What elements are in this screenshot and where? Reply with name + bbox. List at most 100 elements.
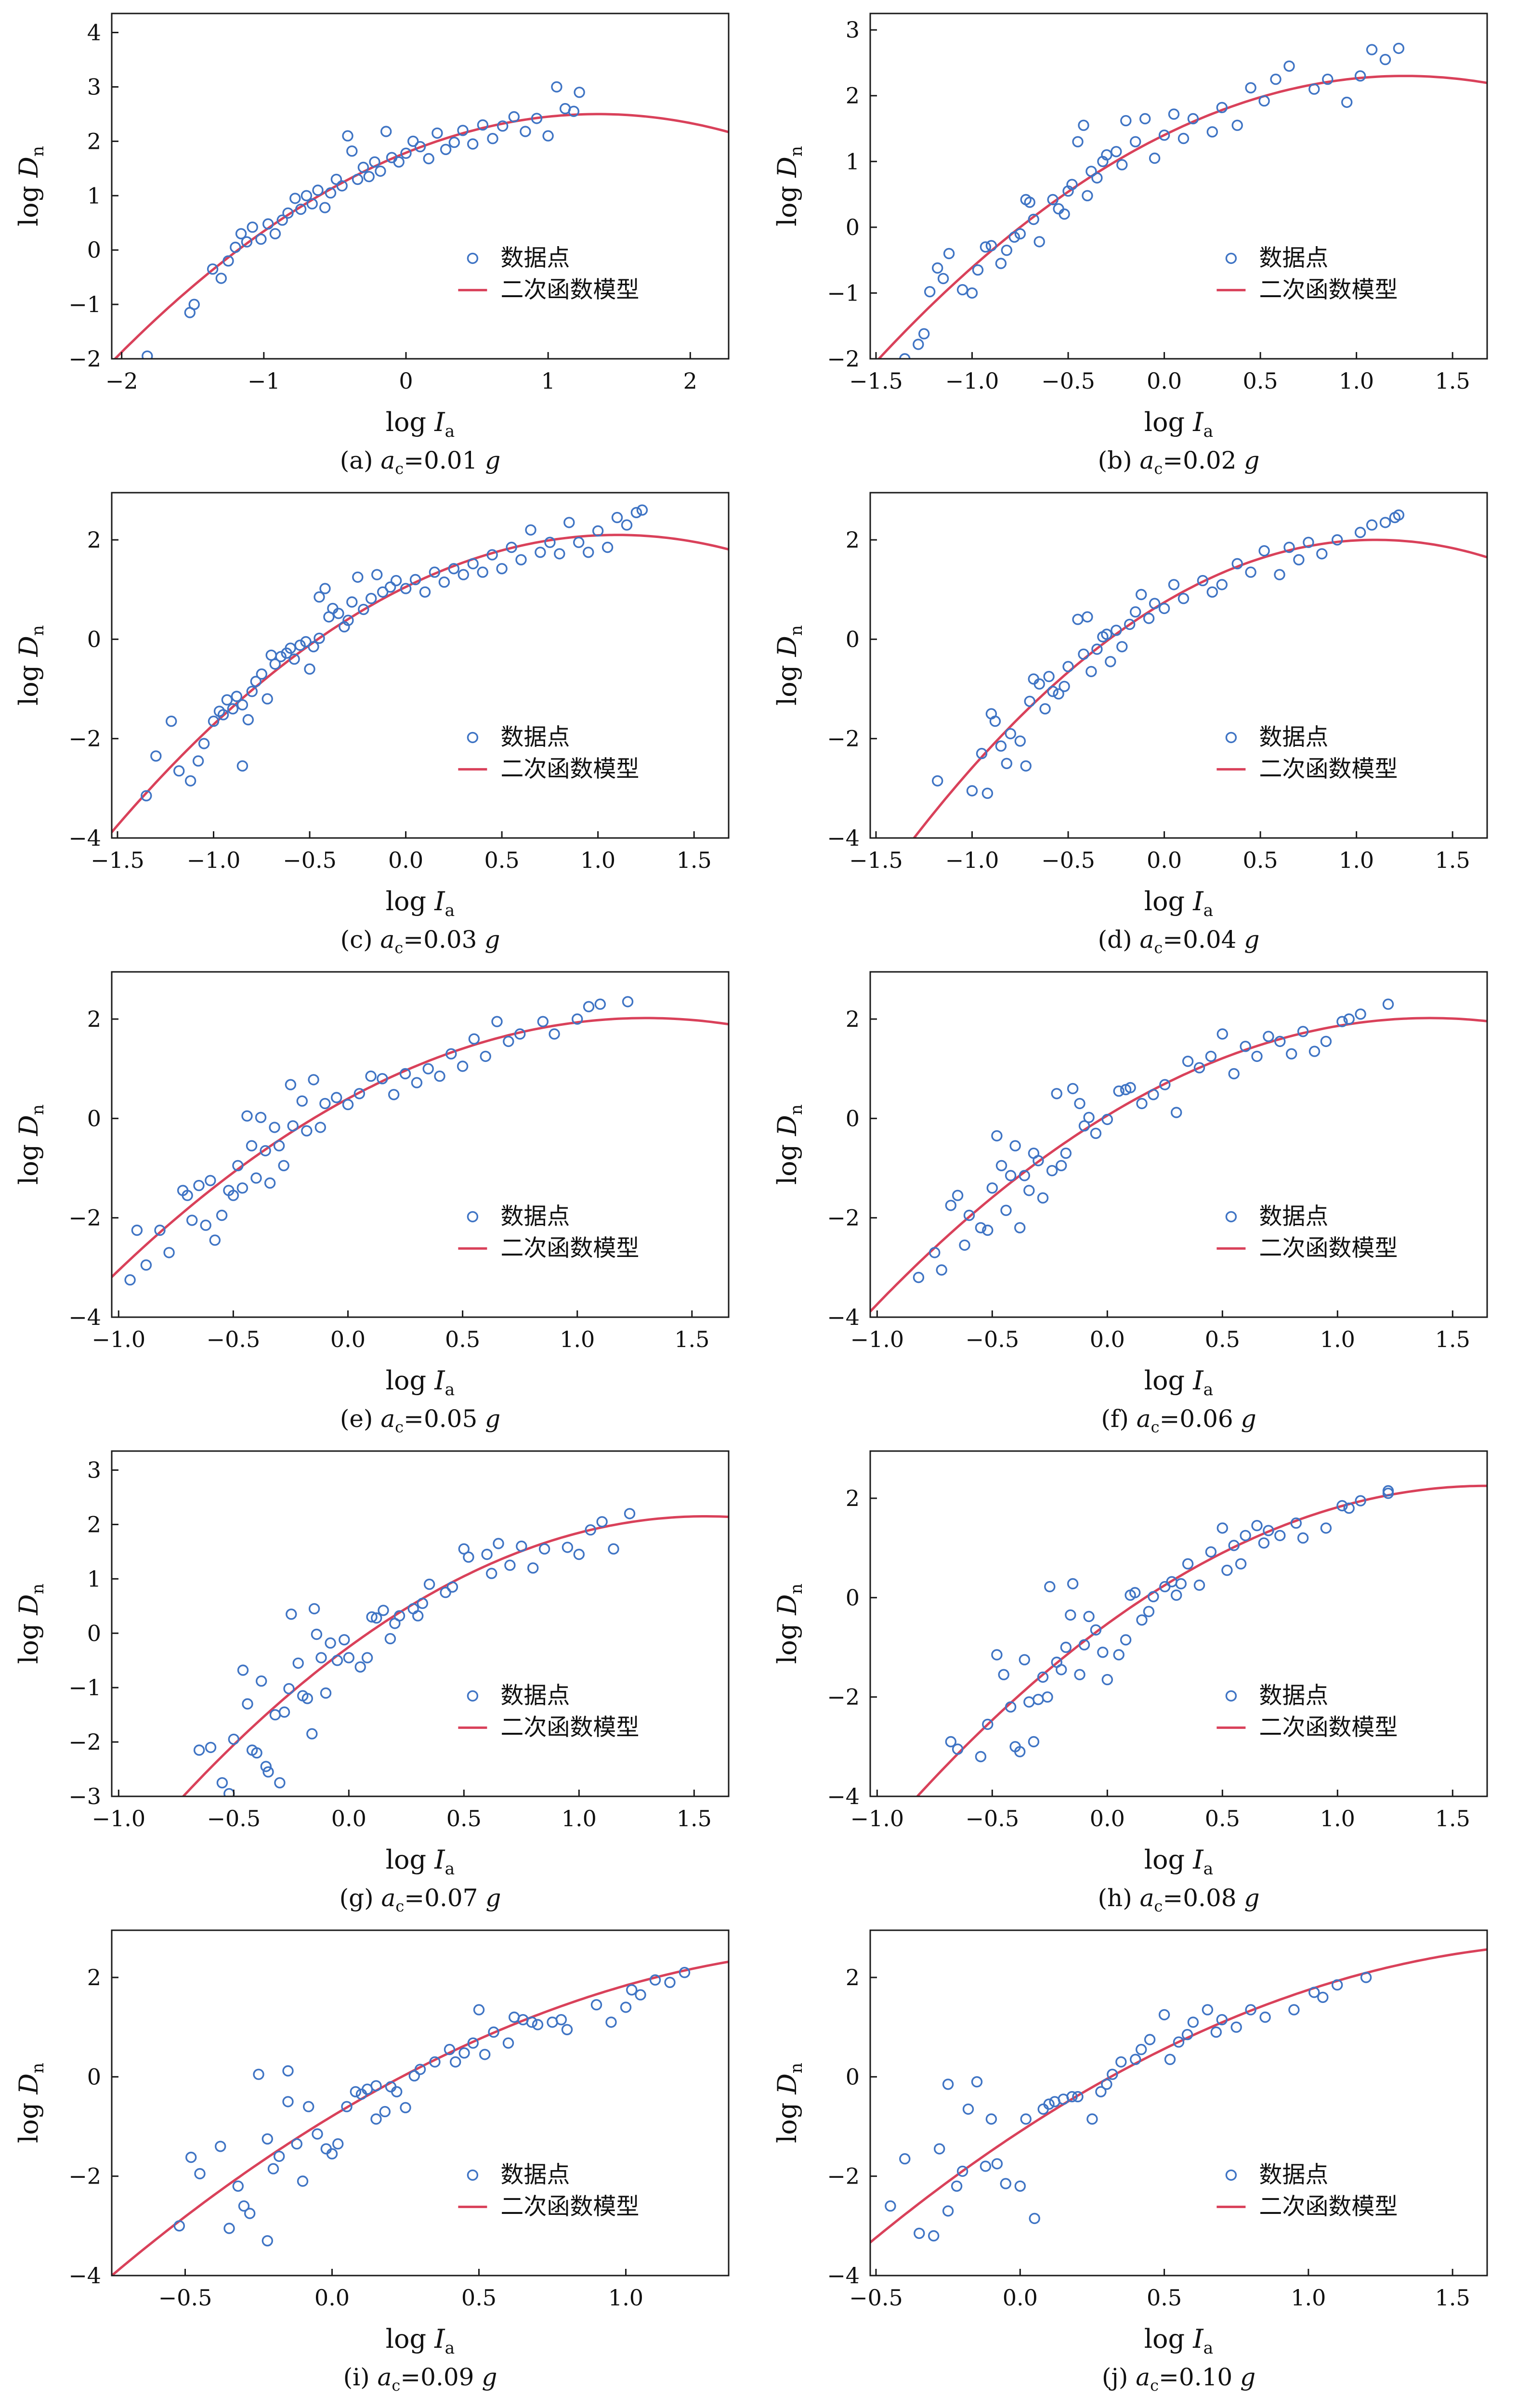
data-point (242, 714, 254, 726)
data-point (937, 273, 949, 285)
data-point (278, 1160, 289, 1171)
data-point (422, 1063, 434, 1074)
x-axis-label: log Ia (1144, 2324, 1213, 2358)
legend-point-marker-icon (1225, 732, 1237, 744)
legend-point-marker-icon (1225, 1690, 1237, 1702)
data-point (414, 141, 426, 153)
data-point (308, 1074, 319, 1086)
data-point (1205, 1050, 1217, 1062)
data-point (319, 1098, 331, 1110)
data-points (899, 42, 1405, 359)
data-point (1139, 113, 1151, 125)
data-point (285, 1079, 297, 1090)
subplot-d-svg: −1.5 −1.0 −0.5 0.0 0.5 1.0 1.5 −4 −2 0 2 log Ia log … (758, 479, 1517, 958)
data-point (885, 2200, 896, 2212)
data-point (514, 1028, 526, 1040)
data-point (1148, 1089, 1159, 1100)
x-tick-label: 1.5 (674, 1326, 709, 1352)
y-tick-label: 0 (87, 1105, 101, 1131)
subplot-j-svg: −0.5 0.0 0.5 1.0 1.5 −4 −2 0 2 log Ia log Dn (j) ac… (758, 1917, 1517, 2396)
y-tick-label: 1 (846, 148, 860, 174)
y-tick-label: −2 (827, 726, 860, 752)
data-point (124, 1274, 136, 1286)
legend-point-label: 数据点 (1259, 1682, 1328, 1709)
data-point (330, 173, 342, 185)
data-point (1274, 569, 1285, 580)
data-points (913, 998, 1394, 1283)
legend-line-label: 二次函数模型 (1259, 276, 1398, 303)
subplot-background (0, 479, 758, 958)
data-point (1046, 1165, 1058, 1177)
data-point (343, 1652, 354, 1663)
data-point (1059, 681, 1070, 692)
y-tick-label: −2 (827, 1684, 860, 1710)
subplot-a: −2 −1 0 1 2 −2 −1 0 1 2 3 4 log Ia log Dn (a) ac=0.01 … (0, 0, 758, 479)
data-point (205, 1741, 217, 1754)
legend-line-label: 二次函数模型 (500, 1234, 639, 1261)
legend-point-label: 数据点 (500, 1203, 570, 1230)
data-point (1177, 132, 1190, 144)
x-tick-label: −1.0 (850, 1326, 904, 1352)
data-point (1168, 108, 1180, 120)
x-tick-label: 1.5 (1435, 2285, 1470, 2311)
data-point (346, 145, 358, 157)
data-point (664, 1976, 676, 1989)
data-point (1205, 1546, 1217, 1558)
data-point (1028, 1736, 1040, 1748)
subplot-d: −1.5 −1.0 −0.5 0.0 0.5 1.0 1.5 −4 −2 0 2 log Ia log … (758, 479, 1517, 958)
data-point (352, 571, 364, 583)
y-axis-label: log Dn (772, 2063, 806, 2143)
data-point (200, 1219, 211, 1231)
data-point (1028, 213, 1039, 225)
x-tick-label: −0.5 (283, 847, 337, 873)
data-point (1206, 126, 1218, 138)
data-point (262, 2133, 273, 2145)
data-point (976, 747, 988, 759)
subplot-background (758, 0, 1517, 479)
data-point (520, 126, 531, 137)
axes-frame (111, 492, 730, 839)
data-point (1336, 1016, 1348, 1027)
y-tick-label: 1 (87, 183, 101, 209)
x-tick-label: 1.5 (1435, 847, 1470, 873)
data-point (951, 2180, 963, 2192)
y-tick-label: 2 (846, 1006, 860, 1032)
data-point (256, 1675, 267, 1687)
y-tick-label: −1 (68, 291, 101, 317)
data-point (679, 1966, 691, 1978)
data-points (193, 1508, 636, 1796)
data-point (468, 1033, 480, 1045)
subplot-background (0, 958, 758, 1438)
data-point (1037, 1671, 1049, 1683)
data-point (480, 1050, 491, 1062)
data-point (1029, 2212, 1040, 2225)
y-tick-label: −4 (68, 1304, 101, 1330)
plot-area (112, 504, 729, 833)
data-point (981, 787, 994, 799)
data-point (237, 1664, 249, 1676)
y-tick-label: 0 (87, 237, 101, 263)
data-point (380, 126, 392, 137)
data-point (1187, 113, 1199, 125)
x-tick-label: 1 (541, 368, 555, 394)
y-axis-label: log Dn (13, 1584, 48, 1664)
data-point (467, 558, 479, 570)
data-point (1020, 760, 1032, 772)
data-point (1206, 586, 1218, 598)
data-point (255, 1112, 267, 1123)
x-axis-label: log Ia (1144, 886, 1213, 920)
data-point (1047, 686, 1059, 697)
x-axis-label: log Ia (1144, 407, 1213, 441)
data-point (945, 1200, 956, 1211)
data-point (477, 119, 489, 131)
data-point (1354, 526, 1366, 538)
data-point (185, 2151, 197, 2163)
data-point (1107, 2068, 1118, 2080)
data-point (388, 1089, 400, 1100)
data-point (1251, 1050, 1263, 1062)
legend-line-label: 二次函数模型 (500, 2193, 639, 2220)
data-point (1056, 1664, 1067, 1675)
